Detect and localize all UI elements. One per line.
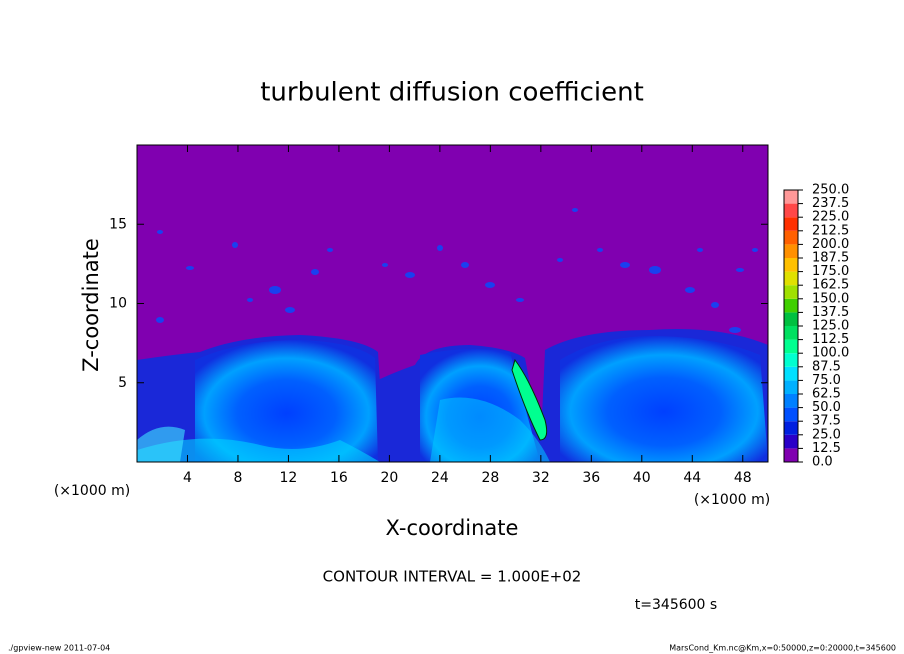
colorbar-band (784, 298, 798, 313)
x-tick-label: 48 (734, 470, 752, 486)
colorbar-label: 100.0 (812, 346, 849, 361)
footer-right: MarsCond_Km.nc@Km,x=0:50000,z=0:20000,t=… (669, 644, 896, 653)
colorbar-band (784, 448, 798, 462)
colorbar-label: 12.5 (812, 441, 841, 456)
colorbar-label: 25.0 (812, 427, 841, 442)
y-axis-label: Z-coordinate (79, 238, 103, 372)
colorbar-label: 137.5 (812, 305, 849, 320)
x-tick-label: 32 (532, 470, 550, 486)
colorbar-band (784, 394, 798, 408)
colorbar-label: 162.5 (812, 278, 849, 293)
colorbar-label: 212.5 (812, 223, 849, 238)
x-tick-label: 12 (280, 470, 298, 486)
colorbar-label: 87.5 (812, 359, 841, 374)
x-tick-label: 4 (183, 470, 192, 486)
colorbar-label: 250.0 (812, 183, 849, 198)
colorbar-label: 50.0 (812, 400, 841, 415)
colorbar-band (784, 407, 798, 422)
colorbar-label: 112.5 (812, 332, 849, 347)
colorbar-label: 75.0 (812, 373, 841, 388)
footer-left: ./gpview-new 2011-07-04 (8, 644, 110, 653)
colorbar-band (784, 285, 798, 299)
colorbar-band (784, 434, 798, 449)
x-tick-label: 36 (582, 470, 600, 486)
colorbar-label: 0.0 (812, 455, 833, 470)
colorbar-band (784, 339, 798, 354)
plume (137, 438, 380, 462)
colorbar-label: 237.5 (812, 196, 849, 211)
colorbar-band (784, 230, 798, 245)
x-tick-label: 8 (233, 470, 242, 486)
x-tick-label: 40 (633, 470, 651, 486)
colorbar-label: 175.0 (812, 264, 849, 279)
colorbar-band (784, 244, 798, 258)
field (137, 145, 768, 462)
dome (195, 340, 378, 462)
x-tick-label: 28 (481, 470, 499, 486)
colorbar-band (784, 258, 798, 272)
colorbar-band (784, 326, 798, 340)
y-tick-label: 5 (118, 375, 127, 391)
x-unit-label: (×1000 m) (694, 492, 770, 508)
colorbar-band (784, 353, 798, 367)
scattered-eddies (156, 208, 758, 333)
colorbar-band (784, 380, 798, 394)
colorbar-band (784, 203, 798, 218)
colorbar-band (784, 271, 798, 286)
colorbar-label: 37.5 (812, 414, 841, 429)
chart-title: turbulent diffusion coefficient (260, 78, 644, 108)
y-unit-label: (×1000 m) (54, 483, 130, 499)
plume (430, 397, 550, 462)
contour-interval: CONTOUR INTERVAL = 1.000E+02 (323, 568, 582, 586)
colorbar-label: 150.0 (812, 291, 849, 306)
x-tick-label: 16 (330, 470, 348, 486)
time-label: t=345600 s (635, 597, 717, 613)
colorbar-band (784, 312, 798, 326)
colorbar-band (784, 190, 798, 204)
colorbar-band (784, 217, 798, 231)
y-tick-label: 10 (109, 296, 127, 312)
colorbar-label: 200.0 (812, 237, 849, 252)
plume (511, 358, 548, 441)
x-axis-label: X-coordinate (386, 516, 519, 540)
colorbar-band (784, 366, 798, 381)
y-tick-label: 15 (109, 216, 127, 232)
x-tick-label: 20 (380, 470, 398, 486)
colorbar-label: 187.5 (812, 251, 849, 266)
colorbar-label: 225.0 (812, 210, 849, 225)
dome (560, 335, 768, 462)
x-tick-label: 44 (683, 470, 701, 486)
colorbar-band (784, 421, 798, 435)
colorbar-label: 125.0 (812, 319, 849, 334)
colorbar-label: 62.5 (812, 387, 841, 402)
plume (137, 426, 185, 462)
x-tick-label: 24 (431, 470, 449, 486)
